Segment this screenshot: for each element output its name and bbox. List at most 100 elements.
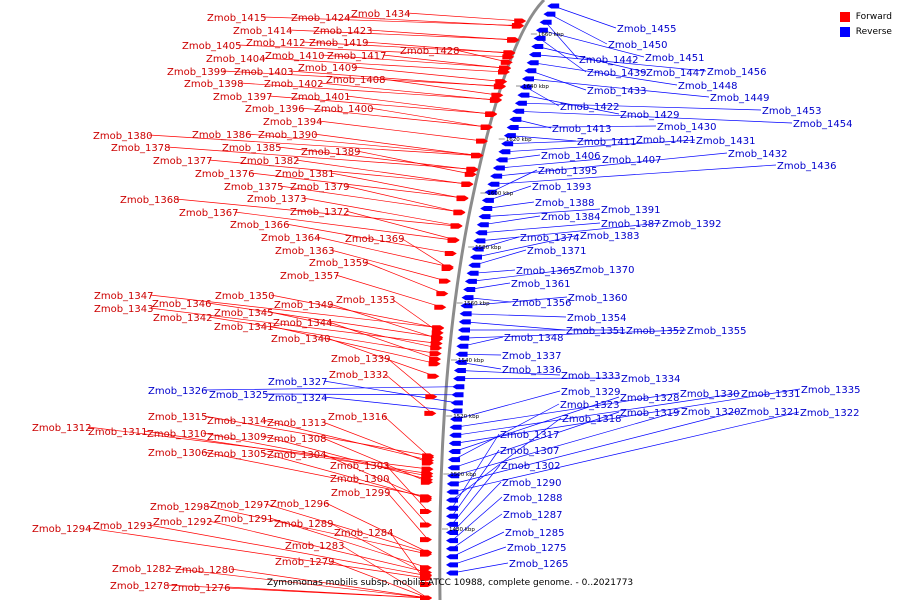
reverse-feature-arrow <box>460 303 473 309</box>
forward-feature-arrow <box>489 97 502 103</box>
reverse-feature-arrow <box>528 52 541 58</box>
leader-line-reverse <box>462 336 504 347</box>
forward-feature-arrow <box>464 171 477 177</box>
legend: Forward Reverse <box>839 9 892 39</box>
reverse-feature-arrow <box>498 149 511 155</box>
reverse-feature-arrow <box>481 197 494 203</box>
leader-line-reverse <box>475 234 580 258</box>
reverse-feature-arrow <box>446 521 458 527</box>
forward-feature-arrow <box>425 394 438 400</box>
leader-line-forward <box>269 517 429 569</box>
reverse-feature-arrow <box>517 92 530 98</box>
reverse-gene-label: Zmob_1429 <box>620 110 680 121</box>
forward-gene-label: Zmob_1292 <box>153 517 213 528</box>
reverse-feature-arrow <box>503 133 516 139</box>
forward-gene-label: Zmob_1386 <box>192 130 252 141</box>
forward-gene-label: Zmob_1404 <box>206 54 266 65</box>
reverse-feature-arrow <box>447 465 460 471</box>
leader-line-forward <box>381 78 500 96</box>
reverse-gene-label: Zmob_1374 <box>520 233 580 244</box>
forward-feature-arrow <box>480 125 493 131</box>
leader-line-forward <box>322 421 430 464</box>
forward-feature-arrow <box>434 304 447 310</box>
reverse-feature-arrow <box>514 100 527 106</box>
legend-reverse-label: Reverse <box>855 26 892 37</box>
reverse-gene-label: Zmob_1384 <box>541 212 601 223</box>
forward-gene-label: Zmob_1293 <box>93 521 153 532</box>
reverse-feature-arrow <box>543 11 556 17</box>
reverse-gene-label: Zmob_1337 <box>502 351 562 362</box>
leader-line-forward <box>335 274 443 308</box>
leader-line-forward <box>391 298 440 334</box>
forward-gene-label: Zmob_1310 <box>147 429 207 440</box>
reverse-feature-arrow <box>453 376 466 382</box>
forward-gene-label: Zmob_1299 <box>331 488 391 499</box>
forward-feature-arrow <box>420 522 432 528</box>
leader-line-forward <box>268 95 494 115</box>
leader-line-forward <box>319 82 498 101</box>
forward-feature-arrow <box>422 455 435 461</box>
reverse-feature-arrow <box>490 173 503 179</box>
leader-line-reverse <box>452 411 800 493</box>
reverse-feature-arrow <box>495 157 508 163</box>
leader-line-reverse <box>466 296 568 307</box>
reverse-gene-label: Zmob_1290 <box>502 478 562 489</box>
reverse-gene-label: Zmob_1336 <box>502 365 562 376</box>
leader-line-forward <box>261 57 507 73</box>
reverse-feature-arrow <box>533 35 546 41</box>
forward-gene-label: Zmob_1346 <box>152 299 212 310</box>
leader-line-reverse <box>451 417 562 501</box>
leader-line-forward <box>385 477 429 526</box>
leader-line-forward <box>384 373 433 414</box>
reverse-gene-label: Zmob_1352 <box>626 326 686 337</box>
leader-line-reverse <box>493 164 777 185</box>
leader-line-reverse <box>530 70 587 91</box>
leader-line-reverse <box>482 215 541 226</box>
reverse-feature-arrow <box>471 246 484 252</box>
leader-line-reverse <box>490 169 538 193</box>
leader-line-forward <box>203 451 429 498</box>
forward-gene-label: Zmob_1410 <box>265 51 325 62</box>
leader-line-reverse <box>470 268 575 282</box>
reverse-gene-label: Zmob_1335 <box>801 385 861 396</box>
forward-gene-label: Zmob_1382 <box>240 156 300 167</box>
reverse-gene-label: Zmob_1449 <box>710 93 770 104</box>
forward-feature-arrow <box>431 336 444 342</box>
reverse-gene-label: Zmob_1321 <box>740 407 800 418</box>
leader-line-reverse <box>451 531 505 558</box>
reverse-gene-label: Zmob_1432 <box>728 149 788 160</box>
leader-line-forward <box>318 120 485 142</box>
forward-gene-label: Zmob_1306 <box>148 448 208 459</box>
forward-gene-label: Zmob_1340 <box>271 334 331 345</box>
leader-line-reverse <box>481 222 601 234</box>
forward-gene-label: Zmob_1341 <box>214 322 274 333</box>
leader-line-forward <box>322 437 430 483</box>
reverse-feature-arrow <box>547 3 560 9</box>
forward-feature-arrow <box>420 497 433 503</box>
reverse-feature-arrow <box>457 335 470 341</box>
leader-line-reverse <box>453 410 681 477</box>
leader-line-reverse <box>454 388 801 444</box>
leader-line-reverse <box>463 329 687 339</box>
forward-feature-arrow <box>500 59 513 65</box>
reverse-feature-arrow <box>446 497 458 503</box>
reverse-gene-label: Zmob_1365 <box>516 266 576 277</box>
leader-line-forward <box>265 503 429 554</box>
reverse-feature-arrow <box>501 141 514 147</box>
forward-gene-label: Zmob_1409 <box>298 63 358 74</box>
forward-gene-label: Zmob_1339 <box>331 354 391 365</box>
forward-feature-arrow <box>428 361 441 367</box>
forward-gene-label: Zmob_1363 <box>275 246 335 257</box>
reverse-feature-arrow <box>455 351 468 357</box>
leader-line-reverse <box>451 496 503 541</box>
leader-line-reverse <box>534 54 707 72</box>
forward-gene-label: Zmob_1414 <box>233 26 293 37</box>
leader-line-forward <box>148 524 429 577</box>
leader-line-reverse <box>504 139 696 153</box>
forward-feature-arrow <box>438 278 451 284</box>
leader-line-forward <box>270 294 441 329</box>
feature-arrows <box>420 3 560 600</box>
leader-line-reverse <box>486 201 535 209</box>
leader-line-reverse <box>451 481 502 533</box>
leader-line-forward <box>340 544 429 599</box>
